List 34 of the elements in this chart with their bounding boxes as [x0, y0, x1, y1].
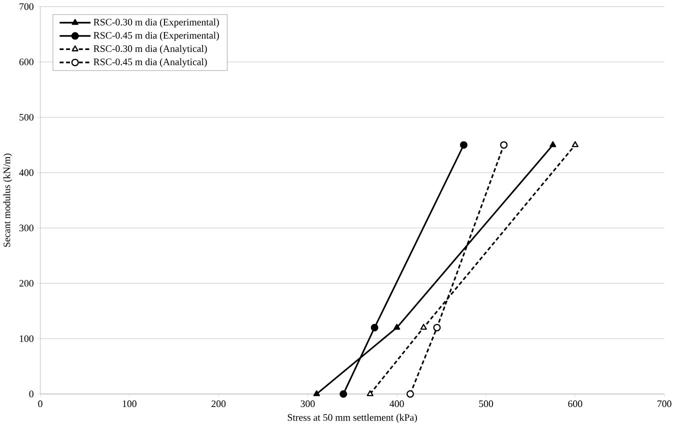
y-tick-label: 600 — [19, 58, 34, 66]
x-tick-label: 300 — [300, 400, 315, 408]
legend-label: RSC-0.30 m dia (Analytical) — [94, 44, 207, 54]
y-tick-label: 700 — [20, 3, 34, 10]
y-tick-label: 200 — [19, 280, 34, 287]
point — [406, 390, 414, 398]
point — [460, 141, 468, 149]
point — [433, 324, 441, 332]
y-tick-label: 100 — [20, 335, 34, 342]
y-axis-title: Secant modulus (kN/m) — [3, 154, 12, 247]
x-axis-title: Stress at 50 mm settlement (kPa) — [288, 414, 417, 423]
y-tick-label: 300 — [19, 224, 34, 232]
x-tick-label: 600 — [568, 400, 582, 408]
point — [370, 324, 378, 332]
x-tick-label: 100 — [122, 400, 136, 408]
point — [550, 141, 556, 148]
x-tick-label: 200 — [212, 400, 226, 408]
point — [420, 324, 427, 330]
point — [313, 390, 320, 396]
y-tick-label: 400 — [19, 169, 34, 176]
point — [500, 141, 508, 149]
legend-label: RSC-0.45 m dia (Experimental) — [94, 32, 219, 41]
point — [366, 390, 374, 396]
point — [340, 390, 348, 398]
x-tick-label: 700 — [658, 400, 672, 408]
y-tick-label: 0 — [29, 390, 34, 398]
point — [572, 141, 578, 148]
legend-label: RSC-0.30 m dia (Experimental) — [94, 18, 219, 28]
y-tick-label: 500 — [20, 114, 34, 121]
x-tick-label: 400 — [390, 400, 404, 408]
point — [394, 324, 400, 330]
x-tick-label: 500 — [479, 400, 494, 408]
legend-label: RSC-0.45 m dia (Analytical) — [94, 58, 207, 68]
x-tick-label: 0 — [38, 400, 42, 408]
